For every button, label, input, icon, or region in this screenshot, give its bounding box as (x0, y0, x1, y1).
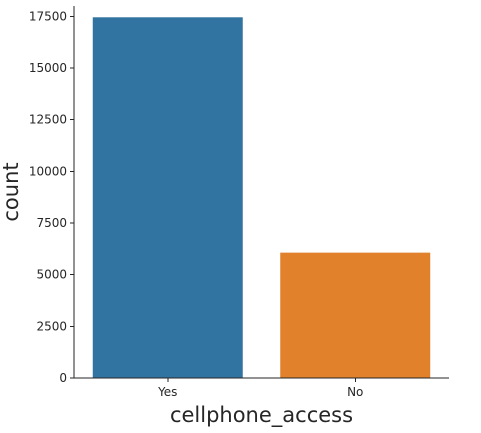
y-tick-label: 2500 (36, 319, 67, 333)
y-tick-label: 15000 (29, 61, 67, 75)
y-tick-label: 17500 (29, 9, 67, 23)
y-axis-title: count (0, 162, 23, 221)
bars (92, 17, 431, 379)
y-tick-label: 10000 (29, 164, 67, 178)
y-tick-label: 5000 (36, 268, 67, 282)
x-tick-label: Yes (157, 385, 177, 399)
y-tick-label: 12500 (29, 113, 67, 127)
bar-yes (92, 17, 243, 379)
y-tick-label: 7500 (36, 216, 67, 230)
y-tick-label: 0 (59, 371, 67, 385)
x-tick-label: No (347, 385, 363, 399)
y-axis-ticks: 0 2500 5000 7500 10000 12500 15000 17500 (29, 9, 74, 385)
x-axis-title: cellphone_access (170, 403, 353, 428)
bar-no (280, 252, 431, 378)
x-axis-ticks: Yes No (157, 378, 363, 399)
